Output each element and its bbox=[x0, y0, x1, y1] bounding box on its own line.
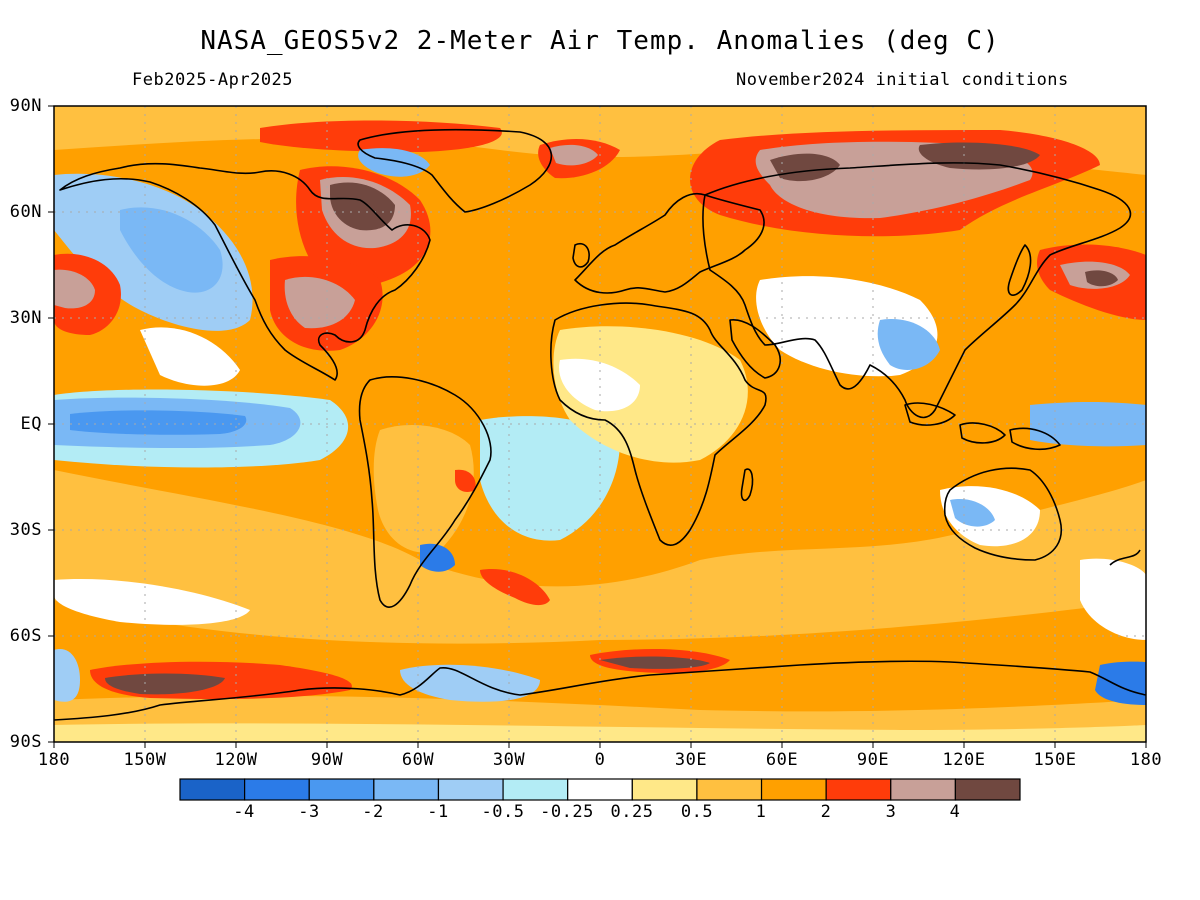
coast-australia bbox=[943, 467, 1062, 561]
colorbar-swatch bbox=[567, 778, 633, 801]
lon-label-30e: 30E bbox=[674, 750, 708, 770]
lat-label-90s: 90S bbox=[9, 732, 42, 752]
lon-label-90e: 90E bbox=[856, 750, 890, 770]
colorbar-label: -0.25 bbox=[540, 802, 594, 822]
colorbar-swatch bbox=[373, 778, 440, 801]
coast-arabia bbox=[729, 319, 781, 379]
coastlines bbox=[54, 128, 1146, 721]
lat-label-30n: 30N bbox=[9, 308, 42, 328]
lon-label-0: 0 bbox=[594, 750, 606, 770]
coast-antarctica bbox=[54, 660, 1146, 721]
colorbar-label: -0.5 bbox=[481, 802, 525, 822]
lon-label-180e: 180 bbox=[1129, 750, 1163, 770]
lat-label-eq: EQ bbox=[20, 414, 42, 434]
coast-north-america bbox=[59, 162, 431, 381]
colorbar-swatch bbox=[696, 778, 763, 801]
lat-label-60n: 60N bbox=[9, 202, 42, 222]
coast-africa bbox=[550, 302, 767, 546]
lon-label-180w: 180 bbox=[37, 750, 71, 770]
coast-asia bbox=[702, 162, 1132, 419]
colorbar-label: -3 bbox=[298, 802, 320, 822]
colorbar-swatch bbox=[760, 778, 827, 801]
anomaly-field bbox=[54, 106, 1146, 742]
map-title: NASA_GEOS5v2 2-Meter Air Temp. Anomalies… bbox=[200, 26, 1000, 56]
coast-south-america bbox=[358, 376, 492, 608]
colorbar-label: 0.25 bbox=[610, 802, 654, 822]
colorbar-swatch bbox=[179, 778, 246, 801]
lon-label-60w: 60W bbox=[401, 750, 435, 770]
colorbar-label: 3 bbox=[885, 802, 897, 822]
lon-label-120e: 120E bbox=[942, 750, 986, 770]
initial-conditions-label: November2024 initial conditions bbox=[736, 70, 1069, 90]
lon-label-90w: 90W bbox=[310, 750, 344, 770]
lon-label-120w: 120W bbox=[214, 750, 258, 770]
colorbar-swatch bbox=[437, 778, 504, 801]
lat-label-90n: 90N bbox=[9, 96, 42, 116]
colorbar-swatch bbox=[631, 778, 698, 801]
axis-ticks bbox=[48, 105, 1147, 748]
colorbar-label: 2 bbox=[820, 802, 832, 822]
colorbar-swatch bbox=[244, 778, 310, 801]
colorbar-swatch bbox=[825, 778, 892, 801]
coast-greenland bbox=[357, 128, 553, 213]
lon-label-30w: 30W bbox=[492, 750, 526, 770]
forecast-period: Feb2025-Apr2025 bbox=[132, 70, 294, 90]
lon-label-60e: 60E bbox=[765, 750, 799, 770]
coast-europe bbox=[574, 193, 765, 294]
colorbar bbox=[179, 778, 1021, 801]
colorbar-label: -4 bbox=[233, 802, 255, 822]
colorbar-label: 0.5 bbox=[680, 802, 714, 822]
lat-label-30s: 30S bbox=[9, 520, 42, 540]
colorbar-label: 4 bbox=[949, 802, 961, 822]
colorbar-label: 1 bbox=[755, 802, 767, 822]
colorbar-swatch bbox=[890, 778, 956, 801]
colorbar-label: -1 bbox=[427, 802, 449, 822]
colorbar-label: -2 bbox=[362, 802, 384, 822]
colorbar-swatch bbox=[308, 778, 375, 801]
lon-label-150w: 150W bbox=[123, 750, 167, 770]
lon-label-150e: 150E bbox=[1033, 750, 1077, 770]
lat-label-60s: 60S bbox=[9, 626, 42, 646]
graticule bbox=[54, 106, 1146, 742]
colorbar-swatch bbox=[954, 778, 1021, 801]
colorbar-swatch bbox=[502, 778, 569, 801]
